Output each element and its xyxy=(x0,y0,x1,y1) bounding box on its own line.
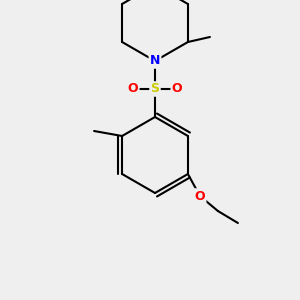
Text: S: S xyxy=(151,82,160,95)
Text: O: O xyxy=(128,82,138,95)
Text: O: O xyxy=(172,82,182,95)
Text: N: N xyxy=(150,55,160,68)
Text: O: O xyxy=(195,190,205,202)
